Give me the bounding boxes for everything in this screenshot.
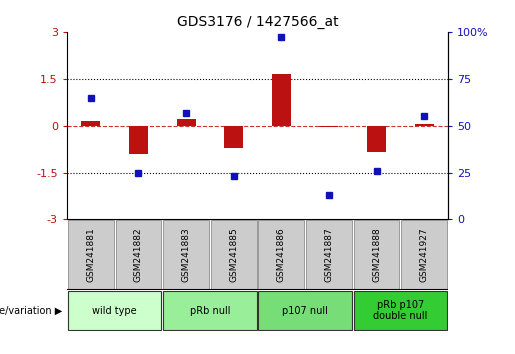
- Text: GSM241886: GSM241886: [277, 228, 286, 282]
- FancyBboxPatch shape: [306, 220, 352, 290]
- Bar: [272, 74, 291, 126]
- FancyBboxPatch shape: [68, 291, 161, 330]
- Text: GSM241882: GSM241882: [134, 228, 143, 282]
- FancyBboxPatch shape: [354, 291, 447, 330]
- Title: GDS3176 / 1427566_at: GDS3176 / 1427566_at: [177, 16, 338, 29]
- Text: GSM241927: GSM241927: [420, 228, 428, 282]
- Bar: [319, 126, 338, 127]
- Text: pRb null: pRb null: [190, 306, 230, 316]
- Bar: [177, 119, 196, 126]
- Text: GSM241885: GSM241885: [229, 228, 238, 282]
- FancyBboxPatch shape: [259, 291, 352, 330]
- Text: GSM241881: GSM241881: [87, 228, 95, 282]
- Text: wild type: wild type: [92, 306, 137, 316]
- FancyBboxPatch shape: [163, 220, 209, 290]
- FancyBboxPatch shape: [354, 220, 400, 290]
- Bar: [81, 121, 100, 126]
- Text: pRb p107
double null: pRb p107 double null: [373, 300, 427, 321]
- FancyBboxPatch shape: [401, 220, 447, 290]
- Text: GSM241887: GSM241887: [324, 228, 333, 282]
- Text: p107 null: p107 null: [282, 306, 328, 316]
- Text: GSM241883: GSM241883: [182, 228, 191, 282]
- Bar: [415, 124, 434, 126]
- FancyBboxPatch shape: [211, 220, 256, 290]
- FancyBboxPatch shape: [115, 220, 161, 290]
- Bar: [129, 126, 148, 154]
- Bar: [367, 126, 386, 152]
- Bar: [224, 126, 243, 148]
- FancyBboxPatch shape: [259, 220, 304, 290]
- FancyBboxPatch shape: [163, 291, 256, 330]
- Text: genotype/variation ▶: genotype/variation ▶: [0, 306, 62, 316]
- Text: GSM241888: GSM241888: [372, 228, 381, 282]
- FancyBboxPatch shape: [68, 220, 114, 290]
